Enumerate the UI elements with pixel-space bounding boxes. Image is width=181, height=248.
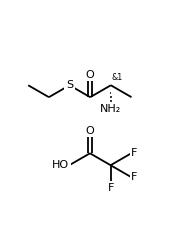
Text: HO: HO — [52, 160, 69, 170]
Text: F: F — [107, 183, 114, 193]
Text: F: F — [131, 148, 138, 158]
Text: O: O — [86, 69, 94, 80]
Text: O: O — [86, 126, 94, 136]
Text: S: S — [66, 80, 73, 90]
Text: &1: &1 — [111, 73, 123, 82]
Text: NH₂: NH₂ — [100, 104, 121, 114]
Text: F: F — [131, 172, 138, 182]
